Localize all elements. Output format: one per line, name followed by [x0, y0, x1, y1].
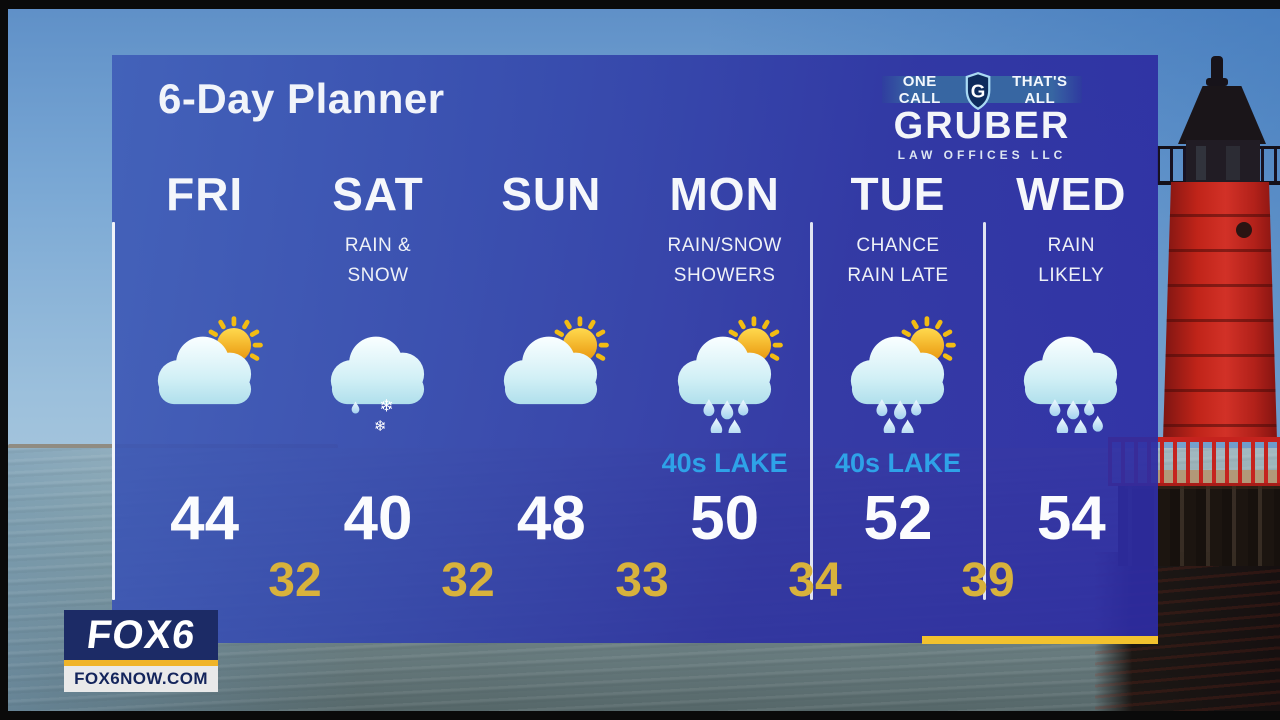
high-temp: 54: [1036, 484, 1106, 553]
shield-g-icon: G: [965, 71, 990, 110]
low-temp: 39: [961, 554, 1015, 607]
weather-icon: [465, 313, 638, 438]
sponsor-logo: ONE CALL G THAT'S ALL GRUBER LAW OFFICES…: [882, 67, 1082, 162]
svg-text:G: G: [970, 80, 985, 101]
forecast-column-mon: MON RAIN/SNOW SHOWERS: [638, 55, 811, 643]
day-label: WED: [1016, 168, 1127, 220]
yellow-accent-bar: [922, 636, 1158, 644]
fox6-logo-text: FOX6: [84, 612, 198, 657]
sponsor-tagline-right: THAT'S ALL: [1012, 72, 1068, 107]
condition-text: RAIN LIKELY: [1038, 235, 1105, 286]
sponsor-subtitle: LAW OFFICES LLC: [897, 148, 1067, 162]
frame-bar-bottom: [0, 711, 1280, 720]
frame-bar-top: [0, 0, 1280, 9]
fox6-gold-stripe: [64, 660, 218, 666]
forecast-column-tue: TUE CHANCE RAIN LATE: [811, 55, 984, 643]
frame-bar-left: [0, 0, 8, 720]
sponsor-name: GRUBER: [893, 105, 1071, 147]
weather-icon: [638, 313, 811, 438]
forecast-column-wed: WED RAIN LIKELY: [985, 55, 1158, 643]
fox6-url: FOX6NOW.COM: [64, 666, 218, 692]
weather-icon: [811, 313, 984, 438]
forecast-column-sun: SUN 48: [465, 55, 638, 643]
condition-text: RAIN & SNOW: [344, 235, 412, 286]
column-divider: [810, 222, 813, 600]
lighthouse-lantern-room: [1186, 140, 1260, 186]
svg-text:❄: ❄: [374, 418, 387, 433]
fox6-logo-box: FOX6: [64, 610, 218, 660]
forecast-column-fri: FRI 44: [118, 55, 291, 643]
lake-temp-note: 40s LAKE: [834, 448, 961, 478]
weather-icon: [118, 313, 291, 438]
day-label: MON: [669, 168, 780, 220]
high-temp: 44: [170, 484, 240, 553]
high-temp: 40: [343, 484, 413, 553]
forecast-panel: 6-Day Planner ONE CALL G THAT'S ALL GRUB…: [112, 55, 1158, 644]
low-temp: 33: [615, 554, 669, 607]
day-label: TUE: [850, 168, 946, 220]
weather-icon: [985, 313, 1158, 438]
lighthouse-porthole: [1236, 222, 1252, 238]
weather-icon: ❄ ❄: [291, 313, 464, 438]
lighthouse-finial: [1206, 56, 1228, 86]
forecast-columns: FRI 44: [118, 55, 1158, 643]
condition-text: CHANCE RAIN LATE: [847, 235, 949, 286]
sponsor-tagline-left: ONE CALL: [898, 72, 941, 107]
high-temp: 48: [516, 484, 586, 553]
high-temp: 52: [863, 484, 933, 553]
column-divider: [983, 222, 986, 600]
sponsor-tagline-bar: ONE CALL G THAT'S ALL: [882, 71, 1082, 110]
high-temp: 50: [690, 484, 760, 553]
lake-temp-note: 40s LAKE: [661, 448, 788, 478]
condition-text: RAIN/SNOW SHOWERS: [667, 235, 782, 286]
lighthouse-tower: [1163, 182, 1277, 440]
low-temp: 32: [268, 554, 322, 607]
day-label: SUN: [501, 168, 602, 220]
page-title: 6-Day Planner: [158, 75, 445, 122]
station-logo: FOX6 FOX6NOW.COM: [64, 610, 218, 692]
low-temp: 32: [441, 554, 495, 607]
day-label: FRI: [166, 168, 244, 220]
forecast-column-sat: SAT RAIN & SNOW ❄: [291, 55, 464, 643]
svg-text:❄: ❄: [379, 396, 393, 416]
day-label: SAT: [332, 168, 424, 220]
column-divider: [112, 222, 115, 600]
low-temp: 34: [788, 554, 842, 607]
